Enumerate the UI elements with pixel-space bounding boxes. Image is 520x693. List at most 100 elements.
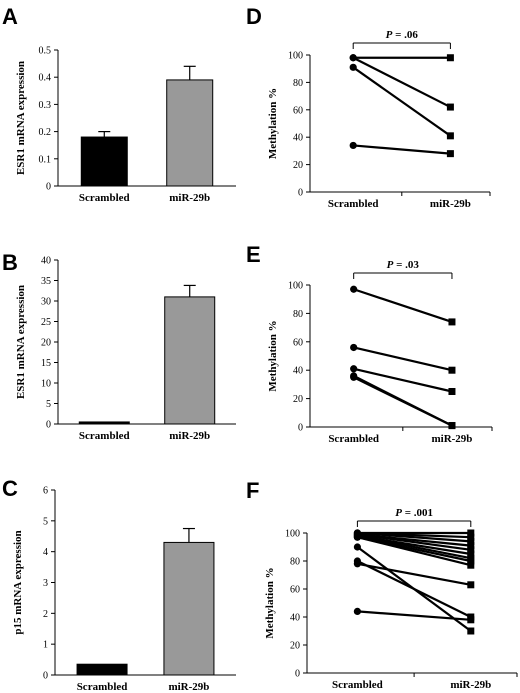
y-tick-label: 2 — [43, 609, 48, 620]
y-tick-label: 0.1 — [39, 154, 52, 165]
y-tick-label: 10 — [41, 379, 51, 390]
sample-line — [357, 536, 472, 567]
y-tick-label: 0.2 — [39, 127, 52, 138]
scrambled-point — [353, 533, 361, 541]
y-axis-title: Methylation % — [267, 88, 279, 159]
bar-scrambled — [78, 421, 130, 425]
scrambled-point — [350, 373, 358, 381]
panel-letter: E — [246, 242, 261, 267]
mir29b-point — [467, 537, 475, 545]
mir29b-point — [448, 388, 456, 395]
y-tick-label: 80 — [293, 309, 303, 320]
sample-line — [352, 66, 452, 137]
y-tick-label: 5 — [43, 516, 48, 527]
mir29b-point — [467, 533, 475, 541]
x-category-label: Scrambled — [77, 681, 128, 693]
p-value-label: P = .06 — [386, 29, 419, 41]
scrambled-point — [353, 607, 361, 616]
panel-letter: B — [2, 250, 18, 275]
bar-scrambled — [80, 136, 128, 187]
sample-line — [353, 346, 453, 372]
x-category-label: Scrambled — [328, 433, 379, 445]
y-tick-label: 4 — [43, 547, 48, 558]
x-category-label: miR-29b — [169, 192, 210, 204]
p-value: = .03 — [393, 259, 419, 271]
y-tick-label: 1 — [43, 640, 48, 651]
mir29b-point — [448, 318, 456, 326]
y-tick-label: 0 — [295, 669, 300, 680]
y-tick-label: 30 — [41, 297, 51, 308]
panel-letter: F — [246, 478, 259, 503]
y-tick-label: 20 — [293, 394, 303, 405]
y-tick-label: 35 — [41, 276, 51, 287]
mir29b-point — [467, 546, 475, 554]
y-tick-label: 80 — [290, 557, 300, 568]
panel-letter: D — [246, 4, 262, 29]
y-tick-label: 40 — [293, 133, 303, 144]
scrambled-point — [353, 560, 361, 568]
mir29b-point — [446, 150, 454, 158]
mir29b-point — [467, 627, 475, 635]
y-tick-label: 60 — [290, 585, 300, 596]
y-tick-label: 40 — [41, 256, 51, 267]
y-tick-label: 20 — [290, 641, 300, 652]
scrambled-point — [350, 365, 358, 373]
p-value-label: P = .001 — [395, 507, 433, 519]
mir29b-point — [446, 54, 454, 62]
y-tick-label: 0 — [43, 671, 48, 682]
mir29b-point — [448, 422, 456, 430]
y-tick-label: 100 — [288, 51, 303, 62]
y-tick-label: 80 — [293, 78, 303, 89]
mir29b-point — [467, 542, 475, 550]
y-tick-label: 20 — [41, 338, 51, 349]
sample-line — [357, 531, 471, 543]
y-tick-label: 0.4 — [39, 73, 52, 84]
mir29b-point — [467, 581, 475, 589]
mir29b-point — [446, 132, 454, 140]
p-value: = .06 — [392, 29, 418, 41]
y-tick-label: 0 — [298, 423, 303, 434]
y-tick-label: 60 — [293, 105, 303, 116]
y-axis-title: ESR1 mRNA expression — [15, 285, 27, 399]
y-tick-label: 5 — [46, 399, 51, 410]
y-tick-label: 20 — [293, 160, 303, 171]
y-tick-label: 60 — [293, 337, 303, 348]
mir29b-point — [467, 616, 475, 624]
sample-line — [353, 376, 453, 427]
x-category-label: miR-29b — [450, 679, 491, 691]
p-symbol: P — [387, 259, 394, 271]
x-category-label: Scrambled — [332, 679, 383, 691]
x-category-label: miR-29b — [431, 433, 472, 445]
mir29b-point — [467, 557, 475, 565]
panel-letter: A — [2, 4, 18, 29]
y-tick-label: 100 — [285, 529, 300, 540]
scrambled-point — [350, 343, 358, 352]
y-tick-label: 0.3 — [39, 100, 52, 111]
mir29b-point — [467, 561, 475, 569]
sample-line — [357, 533, 471, 551]
bar-mir-29b — [163, 541, 215, 676]
y-tick-label: 0 — [46, 182, 51, 193]
y-tick-label: 0 — [298, 188, 303, 199]
sample-line — [352, 56, 451, 109]
p-symbol: P — [395, 507, 402, 519]
sample-line — [357, 610, 471, 621]
scrambled-point — [350, 285, 358, 293]
x-category-label: miR-29b — [169, 430, 210, 442]
y-axis-title: ESR1 mRNA expression — [15, 61, 27, 175]
y-tick-label: 40 — [290, 613, 300, 624]
bar-scrambled — [76, 663, 128, 676]
p-symbol: P — [386, 29, 393, 41]
bar-mir-29b — [166, 79, 214, 187]
mir29b-point — [467, 550, 475, 558]
x-category-label: Scrambled — [79, 192, 130, 204]
y-tick-label: 25 — [41, 317, 51, 328]
sample-line — [353, 288, 453, 323]
sample-line — [357, 534, 472, 560]
sample-line — [356, 560, 472, 618]
p-value-label: P = .03 — [387, 259, 420, 271]
y-tick-label: 0 — [46, 420, 51, 431]
sample-line — [353, 367, 453, 393]
y-tick-label: 100 — [288, 281, 303, 292]
